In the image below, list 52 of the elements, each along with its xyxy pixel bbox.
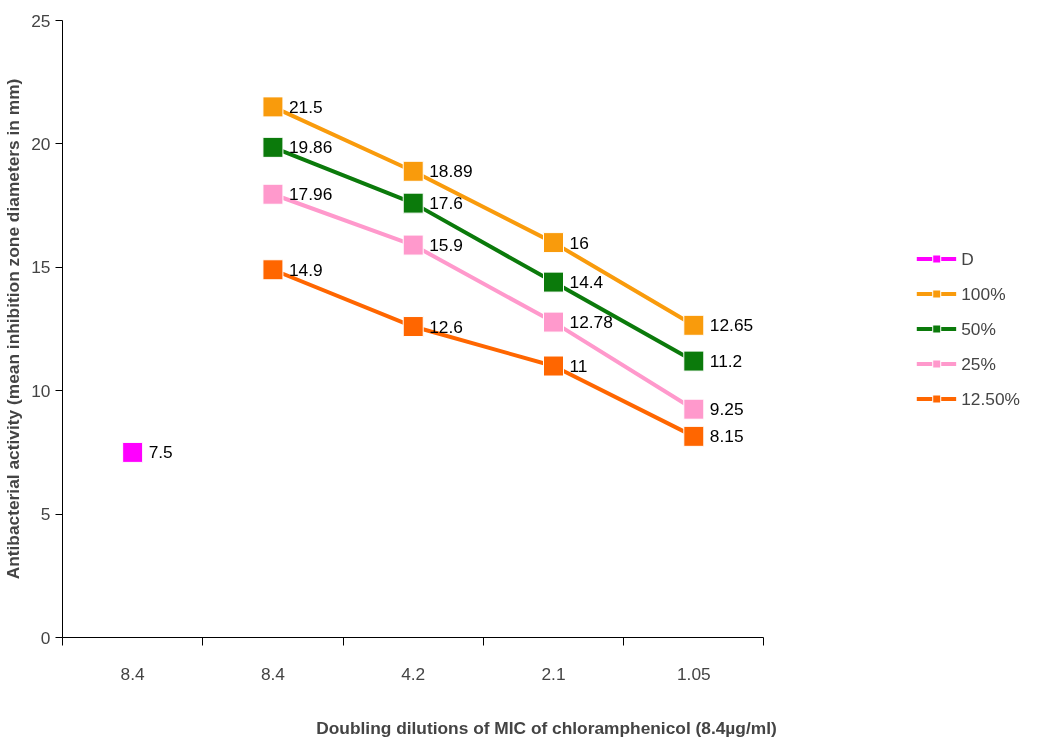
y-tick-label: 0 bbox=[40, 627, 51, 648]
point bbox=[402, 160, 424, 182]
x-tick-label: 8.4 bbox=[260, 663, 286, 684]
x-tick-label: 2.1 bbox=[541, 663, 566, 684]
data-label: 17.6 bbox=[429, 193, 463, 214]
point bbox=[262, 183, 284, 205]
point bbox=[683, 398, 705, 420]
data-label: 17.96 bbox=[288, 184, 333, 205]
point bbox=[262, 259, 284, 281]
data-label: 14.4 bbox=[569, 272, 604, 293]
y-axis-title: Antibacterial activity (mean inhibition zone diameters in mm) bbox=[3, 78, 24, 580]
y-tick-label: 15 bbox=[31, 257, 51, 278]
data-label: 16 bbox=[569, 232, 589, 253]
legend-label: 12.50% bbox=[961, 388, 1020, 409]
data-label: 12.6 bbox=[429, 316, 463, 337]
data-label: 12.65 bbox=[709, 315, 754, 336]
point bbox=[262, 136, 284, 158]
point bbox=[683, 425, 705, 447]
point bbox=[543, 271, 565, 293]
legend-label: 25% bbox=[961, 353, 996, 374]
data-label: 19.86 bbox=[288, 137, 333, 158]
legend-label: D bbox=[961, 248, 975, 269]
y-tick-label: 5 bbox=[40, 504, 51, 525]
x-tick-label: 4.2 bbox=[401, 663, 426, 684]
data-label: 11 bbox=[569, 356, 588, 377]
y-tick-label: 10 bbox=[31, 380, 51, 401]
point bbox=[683, 314, 705, 336]
data-label: 18.89 bbox=[429, 161, 473, 182]
point bbox=[262, 96, 284, 118]
x-tick-label: 1.05 bbox=[676, 663, 711, 684]
point bbox=[543, 232, 565, 254]
y-tick-label: 20 bbox=[31, 133, 51, 154]
point bbox=[543, 355, 565, 377]
x-tick-label: 8.4 bbox=[120, 663, 146, 684]
data-label: 12.78 bbox=[569, 312, 613, 333]
point bbox=[402, 316, 424, 338]
data-label: 7.5 bbox=[148, 442, 173, 463]
legend-label: 100% bbox=[961, 283, 1006, 304]
point bbox=[402, 192, 424, 214]
data-label: 21.5 bbox=[288, 96, 323, 117]
data-label: 14.9 bbox=[288, 259, 323, 280]
point bbox=[402, 234, 424, 256]
data-label: 8.15 bbox=[709, 426, 744, 447]
point bbox=[683, 350, 705, 372]
data-label: 15.9 bbox=[429, 235, 463, 256]
legend-label: 50% bbox=[961, 318, 996, 339]
data-label: 9.25 bbox=[709, 399, 744, 420]
y-tick-label: 25 bbox=[31, 10, 51, 31]
data-label: 11.2 bbox=[709, 351, 743, 372]
point bbox=[122, 441, 144, 463]
x-axis-title: Doubling dilutions of MIC of chloramphenicol (8.4µg/ml) bbox=[316, 717, 777, 738]
point bbox=[543, 311, 565, 333]
